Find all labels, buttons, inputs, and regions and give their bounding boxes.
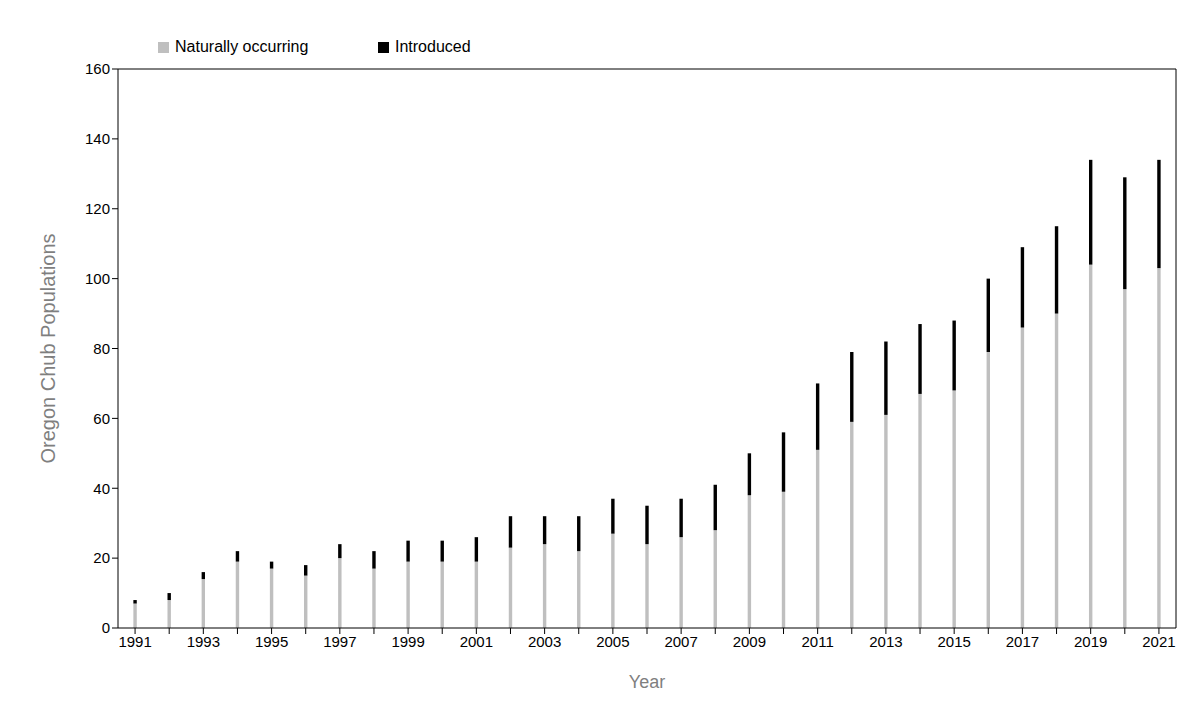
svg-text:160: 160 [85, 60, 110, 77]
svg-text:2017: 2017 [1006, 633, 1039, 650]
svg-text:1993: 1993 [187, 633, 220, 650]
svg-text:140: 140 [85, 130, 110, 147]
svg-text:2015: 2015 [937, 633, 970, 650]
svg-text:1999: 1999 [391, 633, 424, 650]
svg-text:60: 60 [93, 410, 110, 427]
svg-text:0: 0 [102, 619, 110, 636]
svg-text:2011: 2011 [802, 633, 834, 650]
svg-text:2007: 2007 [664, 633, 697, 650]
svg-text:Year: Year [629, 672, 665, 692]
svg-text:2003: 2003 [528, 633, 561, 650]
svg-text:1991: 1991 [118, 633, 151, 650]
svg-text:2013: 2013 [869, 633, 902, 650]
svg-text:120: 120 [85, 200, 110, 217]
svg-text:80: 80 [93, 340, 110, 357]
svg-text:1997: 1997 [323, 633, 356, 650]
svg-text:2001: 2001 [460, 633, 493, 650]
svg-text:Oregon Chub Populations: Oregon Chub Populations [37, 233, 59, 463]
svg-text:40: 40 [93, 480, 110, 497]
svg-text:2009: 2009 [733, 633, 766, 650]
svg-text:2005: 2005 [596, 633, 629, 650]
svg-text:100: 100 [85, 270, 110, 287]
svg-text:2019: 2019 [1074, 633, 1107, 650]
html-text:Naturally occurring: Naturally occurring [175, 38, 309, 55]
html-text:Introduced: Introduced [395, 38, 471, 55]
svg-text:2021: 2021 [1142, 633, 1175, 650]
svg-text:20: 20 [93, 549, 110, 566]
svg-text:1995: 1995 [255, 633, 288, 650]
